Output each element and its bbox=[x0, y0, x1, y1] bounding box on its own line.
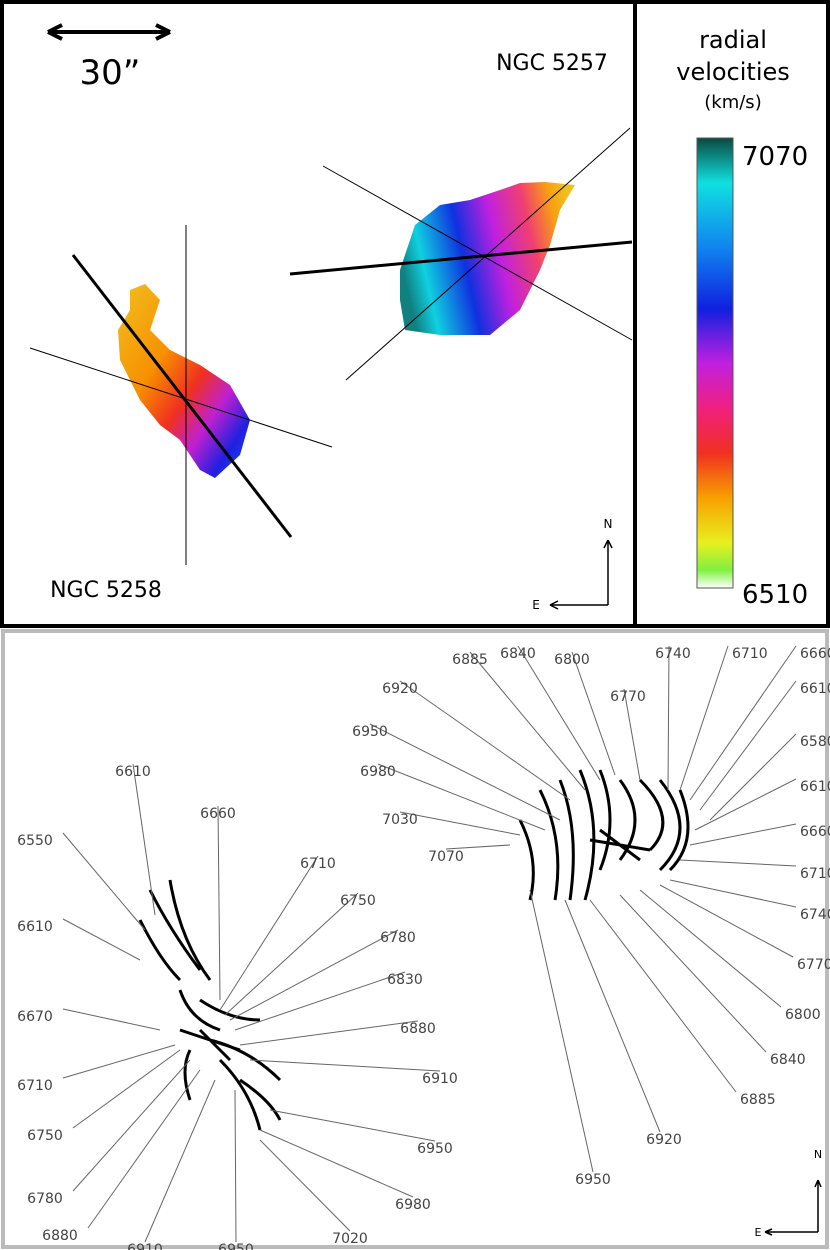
compass-e: E bbox=[755, 1226, 762, 1239]
contour-label: 6780 bbox=[27, 1191, 63, 1207]
contour-label: 6885 bbox=[740, 1092, 776, 1108]
contour-label: 6610 bbox=[17, 919, 53, 935]
figure: 30” NGC 5257 NGC 5258 radial velocities (km/s… bbox=[0, 0, 830, 1250]
contour-label: 6750 bbox=[340, 893, 376, 909]
contour-label: 6910 bbox=[422, 1071, 458, 1087]
colorbar-title: velocities bbox=[676, 58, 790, 86]
colorbar-max: 7070 bbox=[742, 142, 808, 172]
contour-label: 6710 bbox=[300, 856, 336, 872]
contour-label: 6670 bbox=[17, 1009, 53, 1025]
contour-label: 6770 bbox=[797, 957, 830, 973]
scale-label: 30” bbox=[80, 53, 141, 93]
contour-label: 6920 bbox=[646, 1132, 682, 1148]
contour-label: 6840 bbox=[500, 646, 536, 662]
contour-label: 7030 bbox=[382, 812, 418, 828]
contour-label: 6740 bbox=[655, 646, 691, 662]
contour-label: 6800 bbox=[785, 1007, 821, 1023]
contour-label: 6980 bbox=[360, 764, 396, 780]
contour-label: 6580 bbox=[800, 734, 830, 750]
contour-label: 6750 bbox=[27, 1128, 63, 1144]
contour-label: 6880 bbox=[400, 1021, 436, 1037]
contour-label: 6710 bbox=[732, 646, 768, 662]
contour-label: 6710 bbox=[800, 866, 830, 882]
contour-label: 6880 bbox=[42, 1228, 78, 1244]
contour-label: 6710 bbox=[17, 1078, 53, 1094]
contour-label: 6920 bbox=[382, 681, 418, 697]
contour-label: 6885 bbox=[452, 652, 488, 668]
contour-label: 6740 bbox=[800, 907, 830, 923]
galaxy-right: NGC 5257 bbox=[496, 51, 608, 76]
velocity-map-panel: 30” NGC 5257 NGC 5258 radial velocities (km/s… bbox=[2, 2, 828, 626]
contour-label: 6610 bbox=[800, 681, 830, 697]
compass-e: E bbox=[532, 598, 540, 612]
compass-n: N bbox=[814, 1148, 822, 1161]
contour-panel: N E 6885 6840 6800 6740 6710 6660 6920 6770 6610 69… bbox=[3, 631, 830, 1250]
contour-label: 6910 bbox=[127, 1242, 163, 1250]
contour-label: 6770 bbox=[610, 689, 646, 705]
contour-label: 7020 bbox=[332, 1231, 368, 1247]
galaxy-left: NGC 5258 bbox=[50, 578, 162, 603]
compass-n: N bbox=[604, 517, 613, 531]
contour-label: 6950 bbox=[218, 1242, 254, 1250]
contour-label: 6840 bbox=[770, 1052, 806, 1068]
contour-label: 6660 bbox=[200, 806, 236, 822]
contour-label: 6550 bbox=[17, 833, 53, 849]
contour-label: 7070 bbox=[428, 849, 464, 865]
contour-label: 6780 bbox=[380, 930, 416, 946]
contour-label: 6610 bbox=[800, 779, 830, 795]
contour-label: 6950 bbox=[417, 1141, 453, 1157]
contour-label: 6610 bbox=[115, 764, 151, 780]
contour-label: 6830 bbox=[387, 972, 423, 988]
colorbar-min: 6510 bbox=[742, 580, 808, 610]
contour-label: 6980 bbox=[395, 1197, 431, 1213]
contour-label: 6800 bbox=[554, 652, 590, 668]
contour-label: 6950 bbox=[352, 724, 388, 740]
colorbar-title: radial bbox=[699, 26, 767, 54]
colorbar bbox=[697, 138, 733, 588]
contour-label: 6950 bbox=[575, 1172, 611, 1188]
colorbar-unit: (km/s) bbox=[704, 92, 761, 113]
contour-label: 6660 bbox=[800, 646, 830, 662]
contour-label: 6660 bbox=[800, 824, 830, 840]
